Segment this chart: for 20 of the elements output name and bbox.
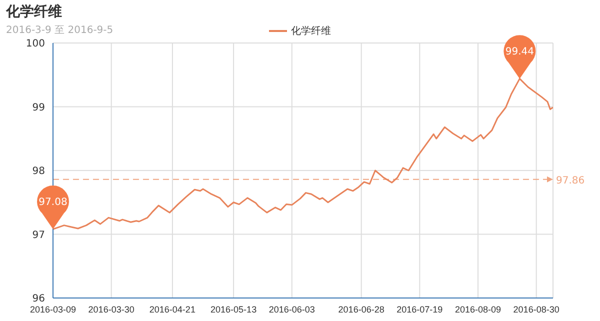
y-tick-label: 97 [32,230,45,241]
chart-title: 化学纤维 [6,3,62,21]
y-tick-label: 99 [32,102,45,114]
x-tick-label: 2016-06-03 [268,304,315,314]
x-tick-label: 2016-03-30 [88,304,134,314]
x-tick-label: 2016-08-30 [513,304,560,314]
y-tick-label: 98 [32,166,45,178]
x-tick-label: 2016-04-21 [149,304,196,314]
x-tick-label: 2016-07-19 [396,304,443,314]
x-tick-label: 2016-05-13 [210,304,257,314]
ref-line-label: 97.86 [556,175,585,186]
annotation: 99.44 [505,46,534,58]
x-tick-label: 2016-06-28 [338,304,384,314]
y-tick-label: 100 [26,38,45,50]
x-tick-label: 2016-08-09 [454,304,502,314]
chart-subtitle: 2016-3-9 至 2016-9-5 [6,24,114,37]
annotation: 97.08 [38,197,68,208]
x-tick-label: 2016-03-09 [30,304,76,314]
y-tick-label: 96 [32,294,45,305]
legend-label: 化学纤维 [290,24,331,38]
